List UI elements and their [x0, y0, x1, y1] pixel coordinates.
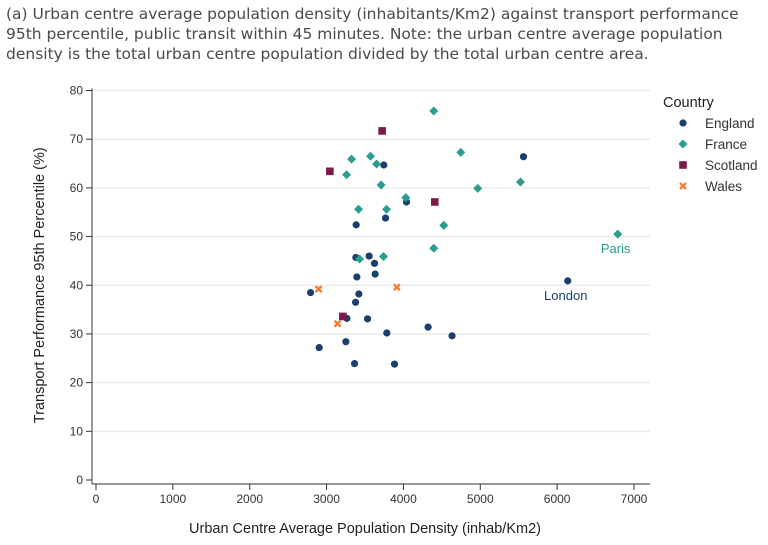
data-point-england [381, 214, 390, 222]
data-point-france [379, 252, 389, 262]
y-tick-label: 40 [70, 278, 84, 292]
data-point-england [342, 338, 350, 346]
x-tick-label: 7000 [621, 492, 648, 506]
x-tick-label: 0 [93, 492, 100, 506]
data-point-england [351, 298, 360, 306]
legend-title: Country [663, 95, 715, 111]
data-point-scotland [378, 127, 386, 135]
y-tick-label: 30 [70, 327, 84, 341]
data-point-wales [333, 319, 342, 328]
data-point-france [355, 254, 365, 264]
data-point-england [383, 329, 391, 337]
x-tick-label: 2000 [236, 492, 263, 506]
x-tick-label: 6000 [544, 492, 571, 506]
data-point-england [519, 153, 528, 161]
y-tick-label: 60 [70, 181, 84, 195]
data-point-france [401, 193, 411, 203]
data-point-england [306, 288, 315, 297]
data-point-france [354, 204, 364, 214]
data-point-england [355, 290, 363, 298]
data-point-scotland [430, 198, 439, 206]
x-tick-label: 1000 [160, 492, 187, 506]
data-point-france [515, 177, 525, 187]
data-point-france [347, 154, 357, 164]
data-point-england [371, 270, 379, 278]
data-point-scotland [326, 167, 334, 176]
legend-item-france: France [705, 137, 747, 152]
data-point-france [439, 220, 449, 230]
data-point-scotland [339, 312, 347, 321]
x-tick-label: 4000 [390, 492, 417, 506]
x-tick-label: 3000 [313, 492, 340, 506]
data-point-england [353, 273, 361, 281]
data-point-wales [314, 285, 323, 293]
data-point-france [613, 229, 623, 239]
data-point-england [370, 259, 379, 267]
data-point-france [473, 183, 483, 193]
y-tick-label: 80 [70, 84, 84, 98]
legend-marker-france [678, 139, 688, 149]
data-point-france [366, 151, 376, 161]
x-axis-label: Urban Centre Average Population Density … [189, 521, 541, 537]
legend-marker-scotland [679, 161, 687, 169]
data-point-england [380, 161, 388, 169]
data-point-france [382, 204, 392, 214]
legend-marker-england [679, 119, 687, 127]
data-point-france [342, 170, 352, 180]
y-tick-label: 0 [76, 473, 83, 487]
legend-marker-wales [679, 182, 687, 190]
y-tick-label: 70 [70, 132, 84, 146]
legend-item-england: England [705, 116, 755, 131]
data-point-england [424, 323, 432, 331]
data-point-england [448, 332, 456, 340]
legend-item-wales: Wales [705, 179, 742, 194]
annotation-paris: Paris [601, 241, 631, 256]
data-point-england [352, 221, 360, 229]
data-point-england [350, 360, 359, 368]
y-tick-label: 10 [70, 424, 84, 438]
y-tick-label: 20 [70, 376, 84, 390]
figure-caption: (a) Urban centre average population dens… [6, 5, 739, 63]
data-point-france [429, 106, 439, 116]
legend-item-scotland: Scotland [705, 158, 758, 173]
y-axis-label: Transport Performance 95th Percentile (%… [32, 147, 48, 423]
data-point-france [456, 147, 466, 157]
data-point-france [376, 180, 386, 190]
data-point-france [429, 243, 439, 253]
data-point-england [390, 360, 399, 368]
data-point-england [363, 315, 372, 323]
data-point-england [315, 343, 323, 352]
data-point-england [564, 277, 572, 285]
annotation-london: London [544, 288, 587, 303]
x-tick-label: 5000 [467, 492, 494, 506]
data-point-wales [392, 283, 401, 292]
data-point-france [372, 159, 382, 169]
y-tick-label: 50 [70, 230, 84, 244]
data-point-england [365, 252, 373, 260]
